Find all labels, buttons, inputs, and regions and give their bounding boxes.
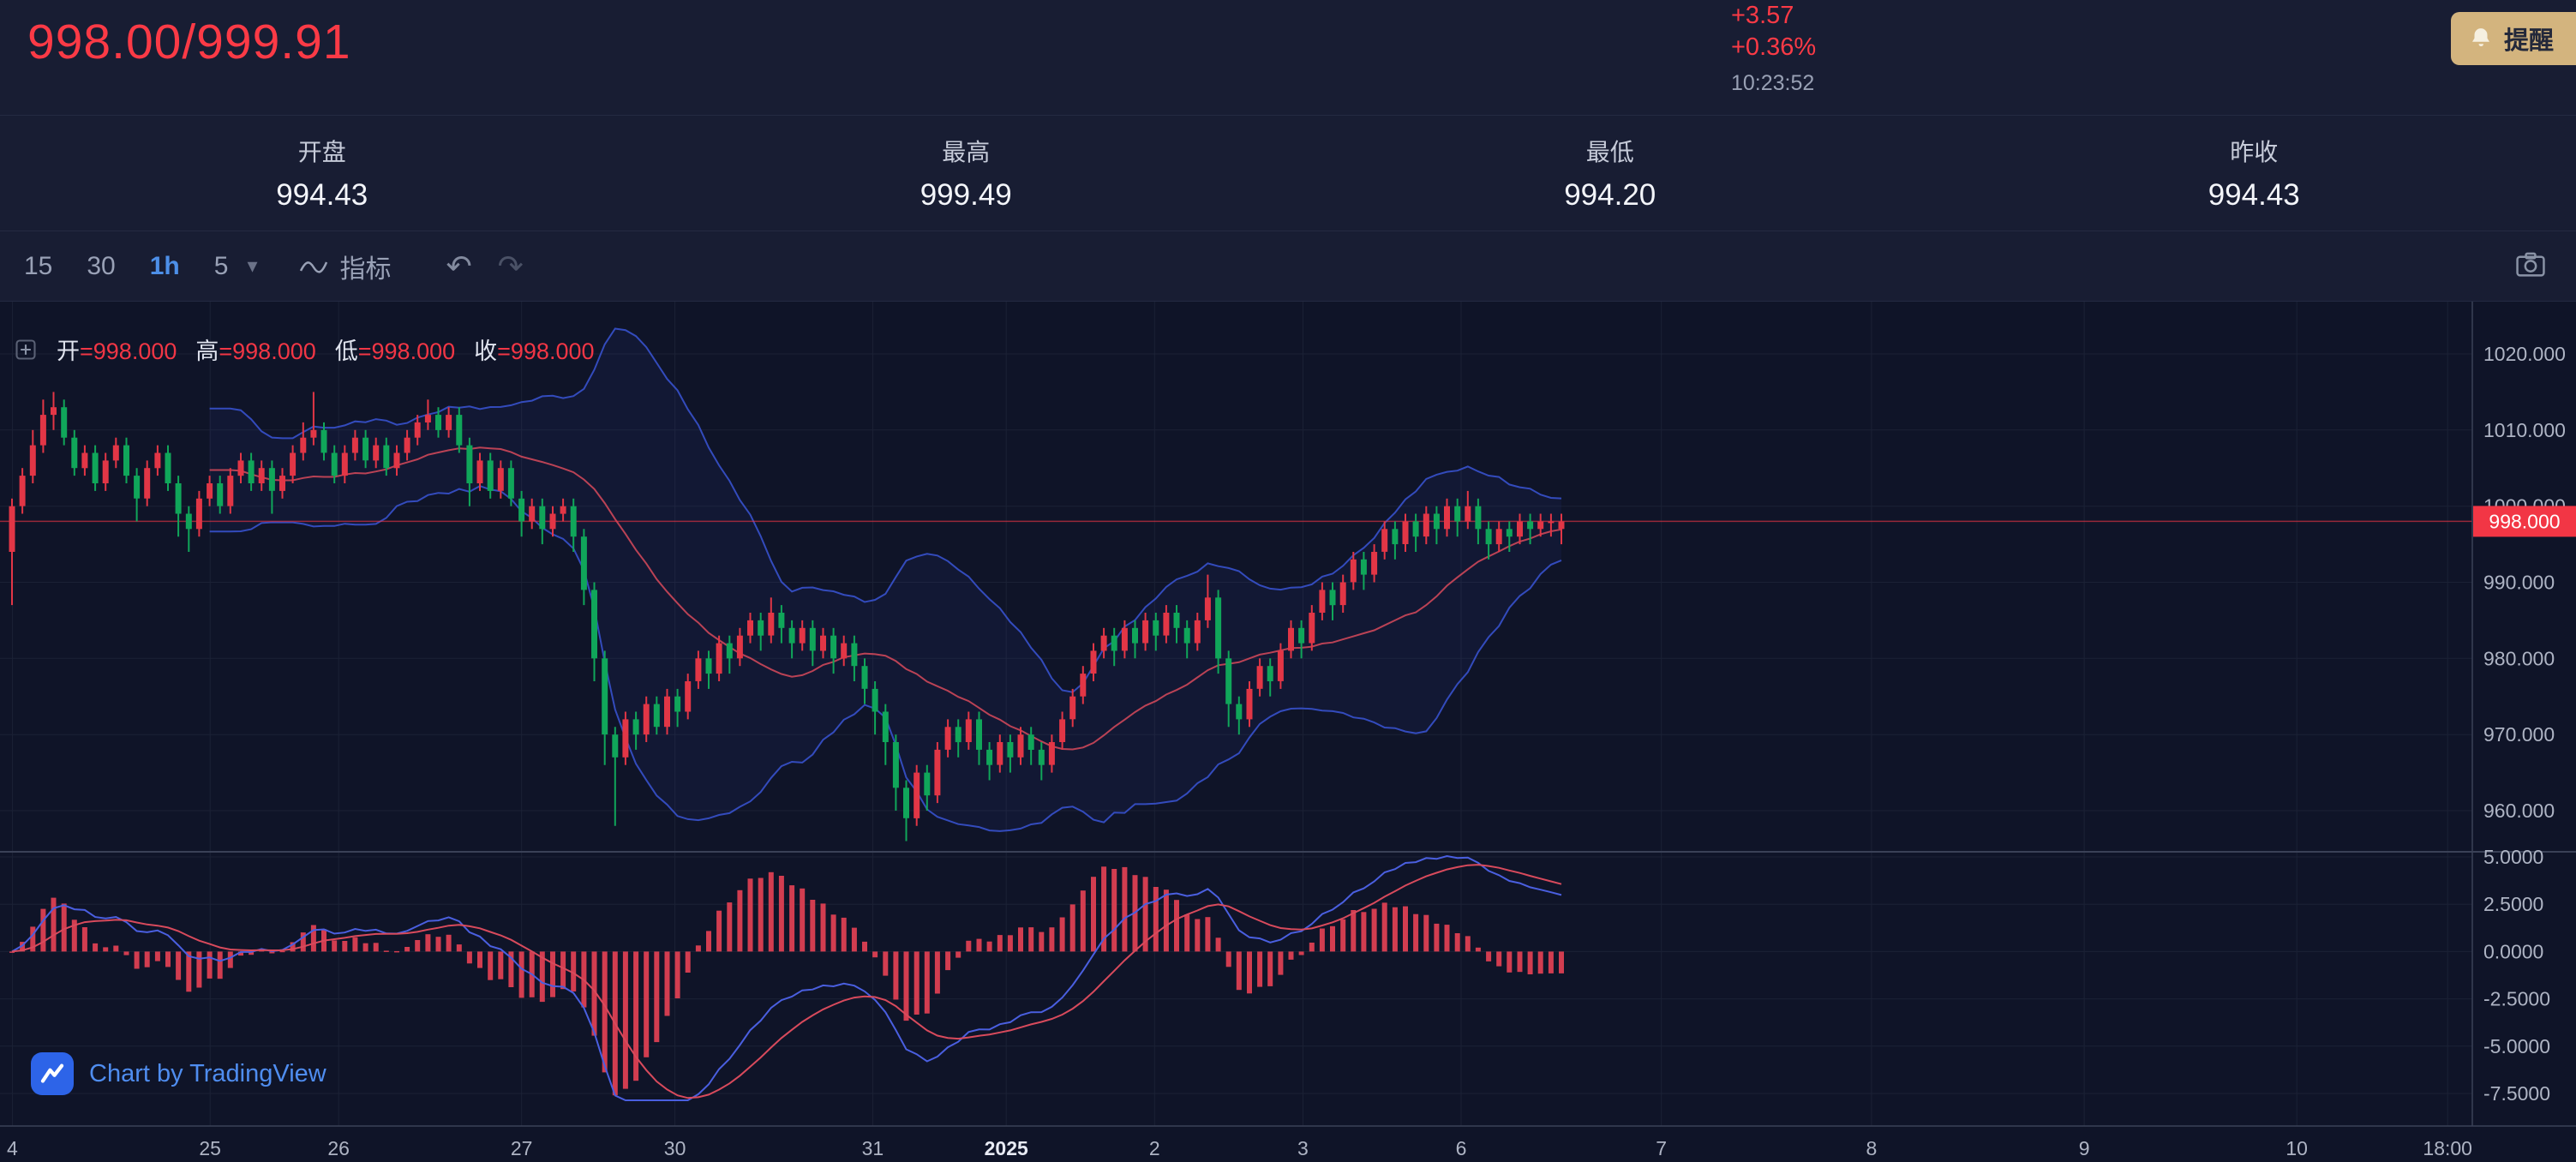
tradingview-attribution: Chart by TradingView	[31, 1052, 326, 1095]
stat-high: 最高 999.49	[644, 116, 1289, 231]
stat-prev-close-label: 昨收	[2230, 139, 2279, 165]
stat-low: 最低 994.20	[1288, 116, 1932, 231]
tradingview-attribution-link[interactable]: Chart by TradingView	[89, 1059, 326, 1087]
svg-text:4: 4	[7, 1137, 18, 1159]
stat-low-value: 994.20	[1564, 178, 1656, 212]
legend-high: 高=998.000	[195, 338, 316, 364]
stat-open: 开盘 994.43	[0, 116, 644, 231]
plus-box-icon[interactable]	[14, 338, 38, 362]
stat-open-value: 994.43	[276, 178, 368, 212]
chevron-down-icon[interactable]: ▾	[247, 255, 258, 278]
svg-text:18:00: 18:00	[2423, 1137, 2472, 1159]
legend-low: 低=998.000	[334, 338, 456, 364]
svg-text:5.0000: 5.0000	[2483, 846, 2543, 868]
timeframe-5[interactable]: 5	[213, 251, 229, 280]
svg-text:2025: 2025	[985, 1137, 1028, 1159]
svg-text:31: 31	[862, 1137, 884, 1159]
alert-button-label: 提醒	[2503, 27, 2554, 55]
svg-text:3: 3	[1297, 1137, 1309, 1159]
stat-low-label: 最低	[1585, 139, 1634, 165]
svg-text:10: 10	[2285, 1137, 2308, 1159]
indicators-label: 指标	[339, 255, 392, 284]
price-change-percent: +0.36%	[1731, 33, 1817, 61]
stat-high-label: 最高	[942, 139, 991, 165]
tradingview-logo-icon[interactable]	[31, 1052, 74, 1095]
header: 998.00/999.91 +3.57 +0.36% 10:23:52 提醒	[0, 0, 2576, 116]
legend-close: 收=998.000	[474, 338, 595, 364]
svg-text:27: 27	[511, 1137, 533, 1159]
svg-text:26: 26	[327, 1137, 350, 1159]
svg-text:-5.0000: -5.0000	[2483, 1035, 2550, 1057]
timeframe-15[interactable]: 15	[24, 251, 53, 280]
undo-icon[interactable]: ↶	[446, 248, 472, 284]
candlestick-chart[interactable]: 1020.0001010.0001000.000990.000980.00097…	[0, 302, 2576, 1162]
svg-text:980.000: 980.000	[2483, 647, 2555, 669]
legend-open: 开=998.000	[57, 338, 177, 364]
svg-text:960.000: 960.000	[2483, 800, 2555, 822]
chart-toolbar: 15 30 1h 5 ▾ 指标 ↶ ↷	[0, 231, 2576, 302]
svg-text:7: 7	[1656, 1137, 1667, 1159]
svg-text:30: 30	[664, 1137, 686, 1159]
timeframe-30[interactable]: 30	[87, 251, 116, 280]
svg-text:-2.5000: -2.5000	[2483, 988, 2550, 1010]
chart-area: 1020.0001010.0001000.000990.000980.00097…	[0, 302, 2576, 1162]
timeframe-1h[interactable]: 1h	[149, 251, 180, 280]
svg-text:970.000: 970.000	[2483, 723, 2555, 746]
ohlc-legend: 开=998.000 高=998.000 低=998.000 收=998.000	[14, 332, 595, 366]
svg-text:8: 8	[1866, 1137, 1878, 1159]
redo-icon[interactable]: ↷	[497, 248, 524, 284]
svg-text:990.000: 990.000	[2483, 572, 2555, 594]
wave-icon	[299, 255, 328, 278]
stat-high-value: 999.49	[920, 178, 1012, 212]
svg-text:6: 6	[1456, 1137, 1467, 1159]
stat-prev-close-value: 994.43	[2208, 178, 2300, 212]
svg-text:2.5000: 2.5000	[2483, 893, 2543, 915]
stat-prev-close: 昨收 994.43	[1932, 116, 2576, 231]
price-change: +3.57	[1731, 2, 1794, 29]
change-block: +3.57 +0.36% 10:23:52	[1731, 0, 1816, 96]
price-pair: 998.00/999.91	[27, 15, 351, 69]
svg-text:1010.000: 1010.000	[2483, 419, 2566, 441]
svg-text:1020.000: 1020.000	[2483, 343, 2566, 365]
quote-time: 10:23:52	[1731, 71, 1815, 95]
svg-text:9: 9	[2079, 1137, 2090, 1159]
svg-text:0.0000: 0.0000	[2483, 940, 2543, 962]
svg-text:25: 25	[199, 1137, 221, 1159]
camera-icon[interactable]	[2514, 250, 2547, 286]
svg-text:-7.5000: -7.5000	[2483, 1082, 2550, 1105]
bell-icon	[2468, 26, 2494, 51]
svg-text:2: 2	[1149, 1137, 1160, 1159]
alert-button[interactable]: 提醒	[2450, 12, 2576, 65]
stats-bar: 开盘 994.43 最高 999.49 最低 994.20 昨收 994.43	[0, 116, 2576, 231]
svg-text:998.000: 998.000	[2489, 510, 2560, 532]
stat-open-label: 开盘	[297, 139, 346, 165]
indicators-button[interactable]: 指标	[299, 248, 392, 285]
